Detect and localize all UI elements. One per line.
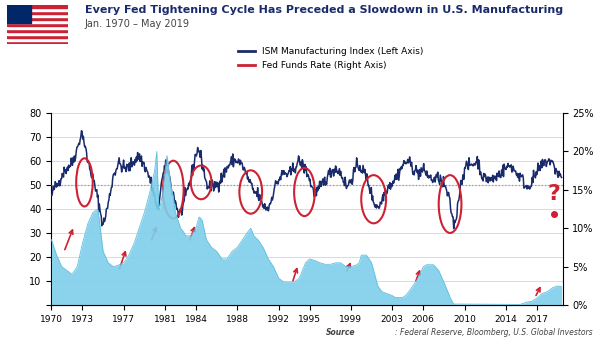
Bar — [7, 38, 68, 41]
Bar — [7, 11, 68, 14]
Legend: ISM Manufacturing Index (Left Axis), Fed Funds Rate (Right Axis): ISM Manufacturing Index (Left Axis), Fed… — [235, 44, 427, 74]
Text: Every Fed Tightening Cycle Has Preceded a Slowdown in U.S. Manufacturing: Every Fed Tightening Cycle Has Preceded … — [85, 5, 563, 15]
Text: Source: Source — [325, 328, 355, 337]
Bar — [7, 35, 68, 38]
Bar — [7, 26, 68, 29]
Bar — [7, 5, 68, 8]
Bar — [7, 14, 68, 17]
Bar — [7, 17, 68, 20]
Bar — [7, 5, 31, 23]
Bar — [7, 23, 68, 26]
Text: ?: ? — [548, 184, 561, 204]
Bar — [7, 32, 68, 35]
Bar — [7, 29, 68, 32]
Bar — [7, 20, 68, 23]
Bar — [7, 41, 68, 44]
Text: : Federal Reserve, Bloomberg, U.S. Global Investors: : Federal Reserve, Bloomberg, U.S. Globa… — [395, 328, 593, 337]
Text: Jan. 1970 – May 2019: Jan. 1970 – May 2019 — [85, 19, 190, 29]
Bar — [7, 8, 68, 11]
